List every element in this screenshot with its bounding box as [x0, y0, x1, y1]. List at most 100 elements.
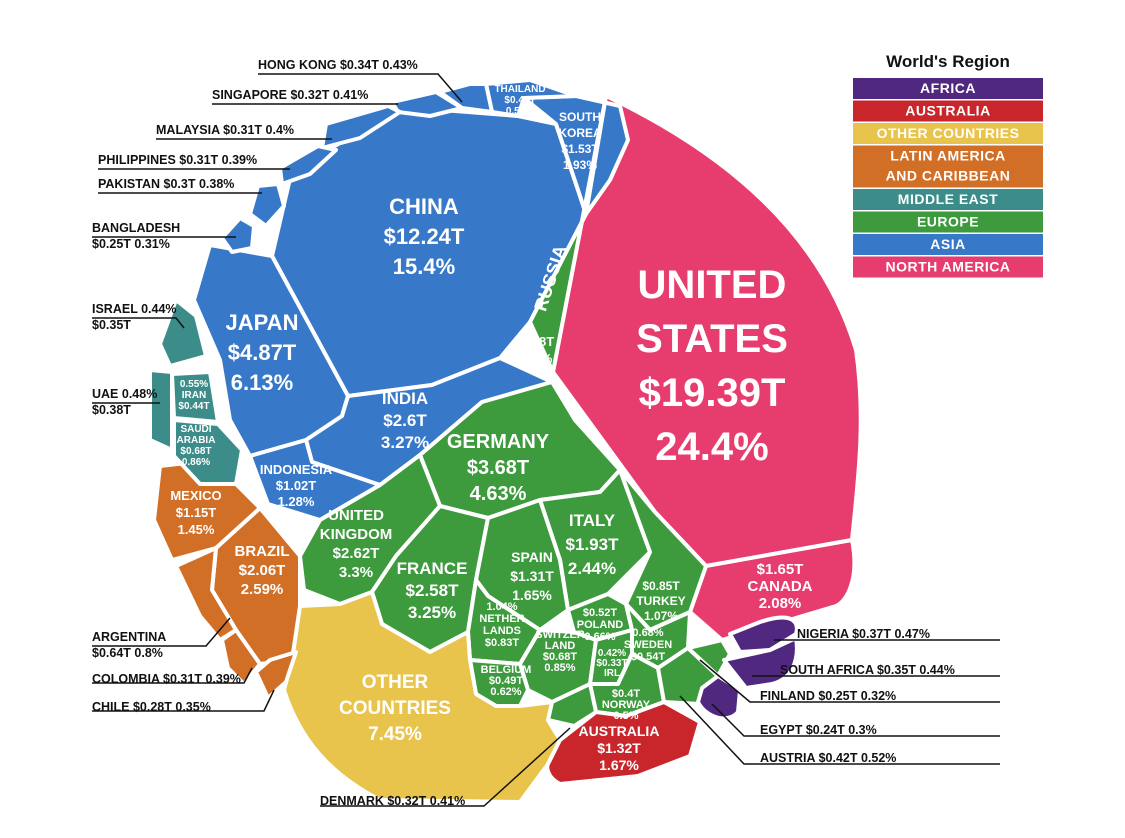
callout-label-uae-line-1: $0.38T [92, 403, 131, 417]
cell-label-other-countries-line-1: COUNTRIES [339, 698, 451, 719]
cell-label-canada-line-2: 2.08% [759, 595, 802, 612]
cell-philippines [278, 144, 338, 186]
callout-label-israel-line-1: $0.35T [92, 318, 131, 332]
cell-label-germany-line-0: GERMANY [447, 431, 550, 453]
cell-label-netherlands-line-0: 1.04% [486, 601, 517, 613]
cell-label-turkey-line-1: TURKEY [636, 594, 685, 608]
cell-label-saudi-arabia-line-1: ARABIA [177, 435, 216, 446]
cell-label-brazil-line-1: $2.06T [239, 562, 286, 579]
cell-label-ireland-line-2: IRL [604, 668, 620, 679]
cell-label-italy-line-1: $1.93T [566, 535, 620, 554]
cell-label-netherlands-line-1: NETHER [479, 613, 524, 625]
legend-label-australia: AUSTRALIA [905, 103, 990, 119]
cell-label-china-line-2: 15.4% [393, 254, 455, 279]
callout-leader-chile [92, 689, 275, 712]
cell-label-united-kingdom-line-2: $2.62T [333, 545, 380, 562]
labels-layer: UNITED STATES $19.39T 24.4% $1.65TCANADA2.08… [170, 84, 812, 773]
callout-label-pakistan-line-0: PAKISTAN $0.3T 0.38% [98, 177, 234, 191]
cell-label-canada-line-1: CANADA [748, 578, 813, 595]
cell-label-italy-line-2: 2.44% [568, 559, 616, 578]
cell-label-ireland-line-1: $0.33T [596, 658, 627, 669]
callout-label-finland-line-0: FINLAND $0.25T 0.32% [760, 689, 896, 703]
cell-label-norway-line-2: 0.5% [613, 710, 638, 722]
cell-label-indonesia-line-0: INDONESIA [260, 462, 333, 477]
cell-label-switzerland-line-0: SWITZER [535, 629, 585, 641]
callout-label-uae-line-0: UAE 0.48% [92, 387, 157, 401]
cell-pakistan [248, 182, 286, 228]
cell-label-united-kingdom-line-0: UNITED [328, 507, 384, 524]
cell-label-poland-line-0: $0.52T [583, 607, 618, 619]
cell-label-sweden-line-1: SWEDEN [624, 639, 672, 651]
callout-leader-hong-kong [258, 73, 463, 103]
legend-swatch-europe [853, 211, 1043, 233]
cell-other-countries [282, 590, 562, 804]
cell-label-switzerland-line-2: $0.68T [543, 651, 578, 663]
cell-israel [158, 298, 208, 368]
cell-label-poland-line-2: 0.66% [584, 631, 615, 643]
cell-label-united-states-line-0: UNITED [638, 263, 787, 307]
cell-label-united-kingdom-line-3: 3.3% [339, 564, 373, 581]
cell-label-france-line-1: $2.58T [406, 581, 460, 600]
cell-chile [254, 650, 298, 700]
callouts-layer: HONG KONG $0.34T 0.43% SINGAPORE $0.32T 0… [92, 58, 1000, 808]
cell-label-mexico-line-1: $1.15T [176, 505, 217, 520]
callout-label-bangladesh-line-0: BANGLADESH [92, 221, 180, 235]
cell-egypt [696, 674, 742, 721]
cell-label-thailand-line-0: THAILAND [494, 84, 545, 95]
cell-label-thailand-line-2: 0.57% [506, 106, 534, 117]
cell-label-united-states-line-3: 24.4% [655, 425, 768, 469]
callout-label-israel-line-0: ISRAEL 0.44% [92, 302, 177, 316]
callout-label-austria-line-0: AUSTRIA $0.42T 0.52% [760, 751, 896, 765]
cell-label-norway-line-1: NORWAY [602, 699, 651, 711]
cell-label-norway-line-0: $0.4T [612, 688, 640, 700]
cell-label-mexico-line-2: 1.45% [178, 522, 215, 537]
cell-label-sweden-line-0: 0.68% [632, 627, 663, 639]
cell-label-france-line-2: 3.25% [408, 603, 456, 622]
callout-leader-egypt [711, 703, 1000, 737]
cell-label-spain-line-2: 1.65% [512, 587, 552, 603]
callout-label-denmark-line-0: DENMARK $0.32T 0.41% [320, 794, 465, 808]
callout-label-singapore-line-0: SINGAPORE $0.32T 0.41% [212, 88, 368, 102]
legend-swatch-other-countries [853, 123, 1043, 144]
cell-label-china-line-0: CHINA [389, 194, 459, 219]
legend-swatch-australia [853, 100, 1043, 122]
callout-leader-austria [679, 695, 1000, 765]
cell-label-italy-line-0: ITALY [569, 511, 616, 530]
callout-label-philippines-line-0: PHILIPPINES $0.31T 0.39% [98, 153, 257, 167]
cells-layer [148, 78, 863, 804]
cell-label-belgium-line-2: 0.62% [490, 686, 521, 698]
callout-label-egypt-line-0: EGYPT $0.24T 0.3% [760, 723, 877, 737]
cell-label-india-line-1: $2.6T [383, 411, 427, 430]
callout-leader-finland [699, 659, 1000, 703]
cell-label-south-korea-line-0: SOUTH [559, 110, 601, 124]
cell-label-united-states-line-1: STATES [636, 317, 788, 361]
cell-label-saudi-arabia-line-0: SAUDI [180, 424, 211, 435]
cell-label-spain-line-1: $1.31T [510, 568, 554, 584]
cell-label-ireland-line-0: 0.42% [598, 648, 626, 659]
cell-label-australia-line-2: 1.67% [599, 757, 639, 773]
cell-label-turkey-line-0: $0.85T [642, 579, 680, 593]
cell-label-canada-line-0: $1.65T [757, 561, 804, 578]
legend-label-north-america: NORTH AMERICA [886, 259, 1011, 275]
cell-label-germany-line-2: 4.63% [470, 483, 527, 505]
cell-saudi-arabia [172, 418, 244, 486]
legend-label-latin-america-and-caribbean: LATIN AMERICA AND CARIBBEAN [886, 148, 1011, 184]
cell-uae [148, 368, 174, 452]
legend-label-africa: AFRICA [920, 80, 976, 96]
callout-leader-colombia [92, 667, 253, 684]
callout-label-colombia-line-0: COLOMBIA $0.31T 0.39% [92, 672, 241, 686]
legend-swatch-middle-east [853, 189, 1043, 210]
callout-label-malaysia-line-0: MALAYSIA $0.31T 0.4% [156, 123, 294, 137]
cell-malaysia [320, 104, 402, 150]
cell-russia [528, 94, 608, 374]
cell-label-australia-line-1: $1.32T [597, 740, 641, 756]
cell-label-iran-line-1: IRAN [182, 390, 206, 401]
cell-label-other-countries-line-0: OTHER [362, 672, 429, 693]
cell-label-netherlands-line-2: LANDS [483, 625, 521, 637]
cell-label-other-countries-line-2: 7.45% [368, 724, 422, 745]
legend: World's Region AFRICA AUSTRALIA OTHER COUNT… [853, 52, 1043, 278]
cell-label-south-korea-line-1: KOREA [558, 126, 602, 140]
cell-label-australia-line-0: AUSTRALIA [579, 723, 660, 739]
cell-label-china-line-1: $12.24T [384, 224, 465, 249]
cell-label-india-line-0: INDIA [382, 389, 428, 408]
